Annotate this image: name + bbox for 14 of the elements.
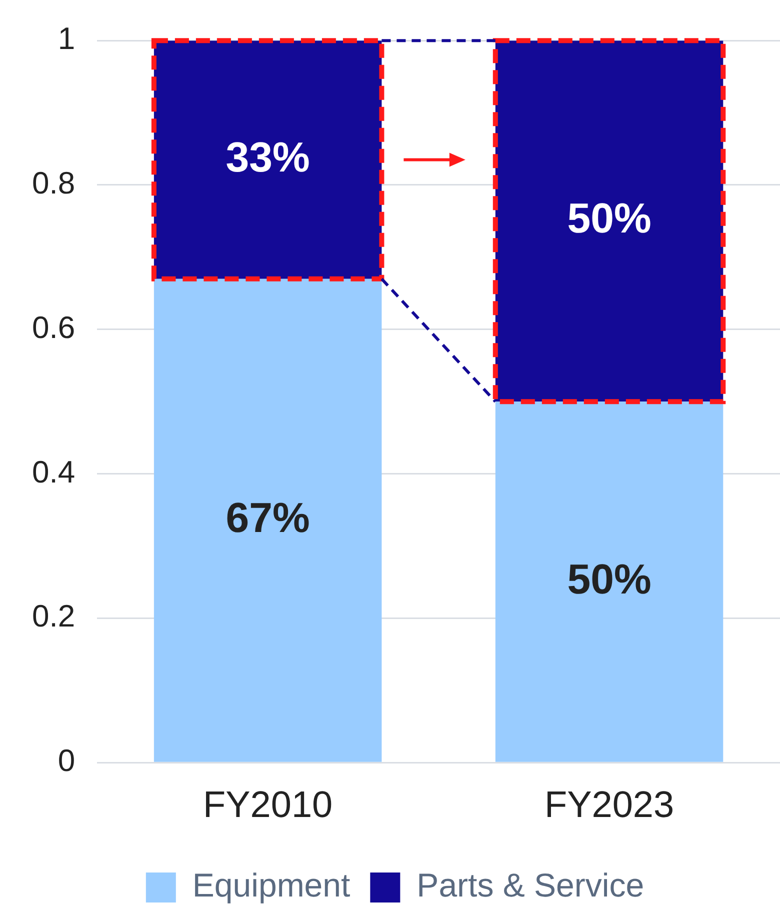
y-tick-label: 0.8 bbox=[32, 166, 76, 201]
y-tick-label: 0.2 bbox=[32, 598, 76, 634]
data-label: 33% bbox=[226, 133, 310, 180]
x-tick-label: FY2010 bbox=[203, 784, 333, 826]
data-label: 67% bbox=[226, 494, 310, 541]
y-tick-label: 0.6 bbox=[32, 310, 76, 345]
data-label: 50% bbox=[567, 194, 652, 242]
data-label: 50% bbox=[567, 555, 652, 602]
legend-label: Parts & Service bbox=[416, 866, 644, 904]
legend-label: Equipment bbox=[192, 866, 350, 904]
x-tick-label: FY2023 bbox=[544, 784, 674, 826]
y-tick-label: 0 bbox=[58, 743, 76, 778]
y-tick-label: 0.4 bbox=[32, 454, 76, 490]
y-tick-label: 1 bbox=[58, 21, 76, 56]
